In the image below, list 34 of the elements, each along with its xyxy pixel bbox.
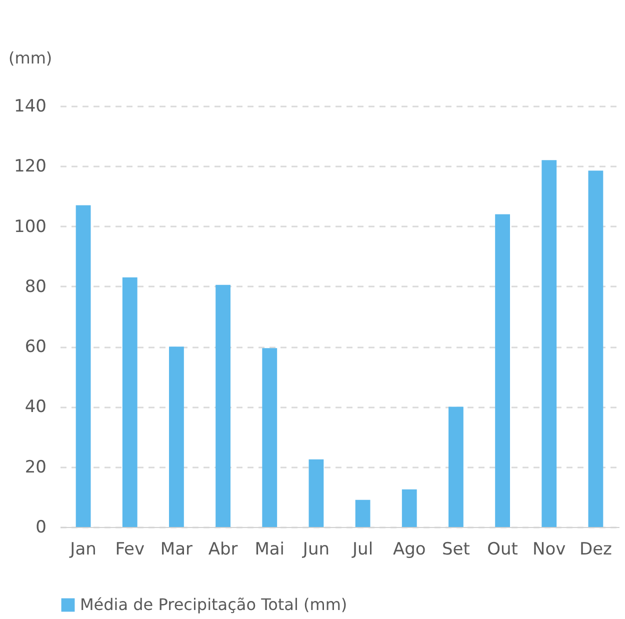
- x-tick-label: Jul: [352, 540, 374, 560]
- x-tick-label: Dez: [579, 540, 612, 560]
- y-tick-label: 40: [24, 397, 46, 418]
- bar: [216, 284, 230, 527]
- bar: [122, 277, 138, 527]
- y-axis-title: (mm): [8, 48, 52, 68]
- bar: [76, 205, 91, 527]
- y-tick-label: 0: [36, 518, 46, 538]
- bar: [588, 170, 604, 527]
- x-tick-label: Jan: [69, 540, 96, 560]
- x-tick-label: Set: [442, 540, 470, 560]
- bar: [402, 489, 417, 527]
- bar: [448, 406, 464, 527]
- x-tick-label: Out: [487, 540, 518, 560]
- bar: [542, 160, 557, 527]
- bar: [262, 348, 278, 527]
- x-tick-label: Nov: [532, 540, 566, 560]
- x-tick-label: Mar: [160, 540, 193, 560]
- bar: [308, 459, 324, 527]
- bar: [495, 214, 510, 527]
- bar: [169, 346, 184, 527]
- y-tick-label: 80: [24, 276, 46, 297]
- bar: [355, 500, 370, 527]
- x-tick-label: Jun: [302, 540, 330, 560]
- y-tick-label: 120: [14, 156, 46, 177]
- x-tick-label: Mai: [254, 540, 285, 560]
- x-tick-label: Abr: [208, 540, 238, 560]
- y-tick-label: 100: [14, 216, 46, 237]
- legend-label: Média de Precipitação Total (mm): [80, 595, 348, 614]
- y-tick-label: 60: [24, 337, 46, 358]
- x-tick-label: Ago: [392, 540, 426, 560]
- y-tick-label: 20: [24, 457, 46, 478]
- y-tick-label: 140: [14, 96, 46, 116]
- x-tick-label: Fev: [115, 540, 145, 560]
